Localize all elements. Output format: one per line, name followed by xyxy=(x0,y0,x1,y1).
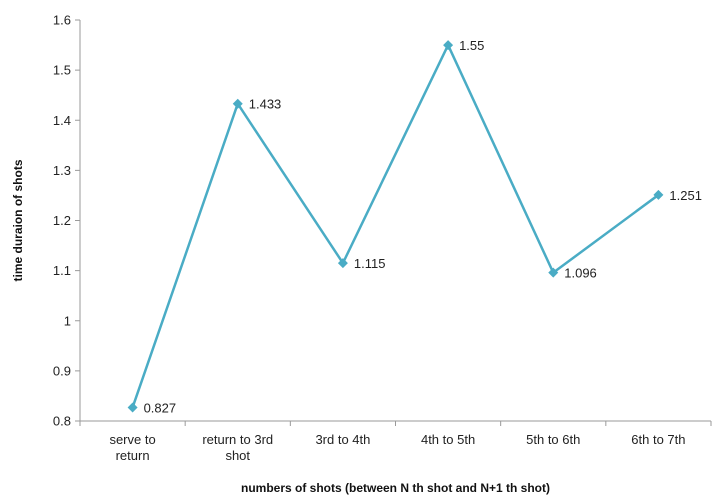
data-point-marker xyxy=(127,402,138,413)
y-axis-title: time duraion of shots xyxy=(11,159,25,281)
y-tick-label: 1.4 xyxy=(53,113,71,128)
y-tick-label: 1 xyxy=(64,313,71,328)
y-tick-label: 0.9 xyxy=(53,363,71,378)
x-tick-label: 6th to 7th xyxy=(631,432,685,447)
y-tick-label: 1.5 xyxy=(53,63,71,78)
series-line xyxy=(131,43,660,408)
data-label: 1.433 xyxy=(249,97,282,112)
x-axis-title: numbers of shots (between N th shot and … xyxy=(241,481,550,495)
data-point-marker xyxy=(443,40,454,51)
x-tick-label: serve to return xyxy=(109,432,155,463)
data-points xyxy=(127,40,664,413)
x-tick-labels: serve to return return to 3rd shot 3rd to 4t… xyxy=(109,432,685,463)
y-tick-label: 0.8 xyxy=(53,414,71,429)
data-label: 1.251 xyxy=(669,188,702,203)
data-point-marker xyxy=(337,258,348,269)
y-tick-label: 1.2 xyxy=(53,213,71,228)
y-tick-label: 1.1 xyxy=(53,263,71,278)
data-label: 1.55 xyxy=(459,38,484,53)
y-tick-label: 1.6 xyxy=(53,13,71,28)
y-tick-label: 1.3 xyxy=(53,163,71,178)
x-tick-label: 3rd to 4th xyxy=(315,432,370,447)
x-tick-label: return to 3rd shot xyxy=(202,432,273,463)
data-label: 1.096 xyxy=(564,266,597,281)
data-point-marker xyxy=(653,189,664,200)
y-tick-labels: 0.8 0.9 1 1.1 1.2 1.3 1.4 1.5 1.6 xyxy=(53,13,71,429)
axes xyxy=(75,19,712,426)
data-point-marker xyxy=(232,98,243,109)
data-label: 0.827 xyxy=(144,400,177,415)
data-labels: 0.827 1.433 1.115 1.55 1.096 1.251 xyxy=(144,38,702,415)
series-polyline xyxy=(131,43,660,408)
x-tick-label: 5th to 6th xyxy=(526,432,580,447)
data-label: 1.115 xyxy=(354,256,386,271)
x-tick-label: 4th to 5th xyxy=(421,432,475,447)
data-point-marker xyxy=(548,267,559,278)
